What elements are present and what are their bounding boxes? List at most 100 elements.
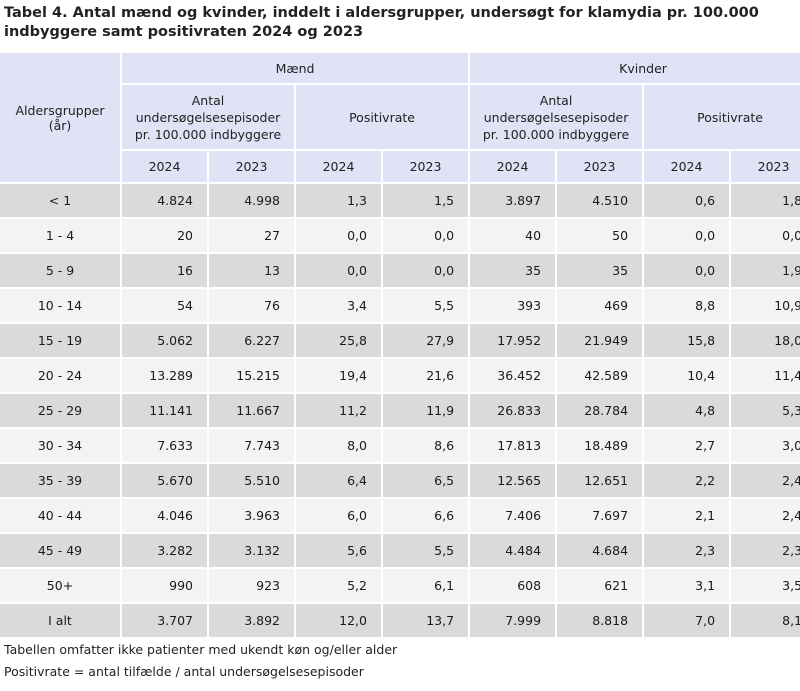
value-cell: 3.963 [209,499,294,532]
women-header: Kvinder [470,53,800,83]
value-cell: 4.484 [470,534,556,567]
value-cell: 40 [470,219,556,252]
value-cell: 13 [209,254,294,287]
value-cell: 5.670 [122,464,207,497]
table-row: 50+ 990 923 5,2 6,1 608 621 3,1 3,5 [0,569,800,602]
value-cell: 25,8 [296,324,381,357]
value-cell: 3.132 [209,534,294,567]
value-cell: 3.892 [209,604,294,637]
value-cell: 6,0 [296,499,381,532]
value-cell: 923 [209,569,294,602]
value-cell: 2,3 [731,534,800,567]
value-cell: 28.784 [557,394,643,427]
table-row: 10 - 14 54 76 3,4 5,5 393 469 8,8 10,9 [0,289,800,322]
value-cell: 8,6 [383,429,469,462]
value-cell: 2,4 [731,499,800,532]
value-cell: 15.215 [209,359,294,392]
value-cell: 8.818 [557,604,643,637]
table-row: 25 - 29 11.141 11.667 11,2 11,9 26.833 28.784 4… [0,394,800,427]
value-cell: 11,4 [731,359,800,392]
value-cell: 4.998 [209,184,294,217]
value-cell: 0,0 [296,219,381,252]
value-cell: 11,9 [383,394,469,427]
value-cell: 8,0 [296,429,381,462]
value-cell: 18.489 [557,429,643,462]
year-header: 2023 [557,151,643,182]
value-cell: 3,1 [644,569,730,602]
value-cell: 8,8 [644,289,730,322]
value-cell: 12,0 [296,604,381,637]
value-cell: 3,0 [731,429,800,462]
women-rate-header: Positivrate [644,85,800,149]
value-cell: 2,7 [644,429,730,462]
men-header: Mænd [122,53,469,83]
value-cell: 5,3 [731,394,800,427]
table-row: 40 - 44 4.046 3.963 6,0 6,6 7.406 7.697 2,1 2,4 [0,499,800,532]
age-group-cell: 30 - 34 [0,429,120,462]
value-cell: 4.046 [122,499,207,532]
value-cell: 10,4 [644,359,730,392]
value-cell: 27 [209,219,294,252]
value-cell: 54 [122,289,207,322]
value-cell: 4.824 [122,184,207,217]
value-cell: 3.897 [470,184,556,217]
value-cell: 0,0 [383,254,469,287]
value-cell: 1,5 [383,184,469,217]
age-group-cell: 45 - 49 [0,534,120,567]
value-cell: 7.743 [209,429,294,462]
value-cell: 8,1 [731,604,800,637]
value-cell: 42.589 [557,359,643,392]
footnote: Positivrate = antal tilfælde / antal und… [4,664,364,679]
value-cell: 608 [470,569,556,602]
value-cell: 12.651 [557,464,643,497]
value-cell: 17.952 [470,324,556,357]
age-group-cell: < 1 [0,184,120,217]
age-group-cell: 35 - 39 [0,464,120,497]
value-cell: 17.813 [470,429,556,462]
value-cell: 7.406 [470,499,556,532]
value-cell: 15,8 [644,324,730,357]
value-cell: 35 [557,254,643,287]
value-cell: 5,5 [383,289,469,322]
value-cell: 7.633 [122,429,207,462]
table-row: < 1 4.824 4.998 1,3 1,5 3.897 4.510 0,6 1,8 [0,184,800,217]
value-cell: 10,9 [731,289,800,322]
value-cell: 1,9 [731,254,800,287]
value-cell: 13,7 [383,604,469,637]
value-cell: 7.999 [470,604,556,637]
value-cell: 0,0 [731,219,800,252]
age-group-cell: 1 - 4 [0,219,120,252]
value-cell: 2,1 [644,499,730,532]
men-count-header: Antal undersøgelsesepisoder pr. 100.000 … [122,85,294,149]
value-cell: 0,0 [644,219,730,252]
value-cell: 4.510 [557,184,643,217]
value-cell: 5.510 [209,464,294,497]
table-row: 1 - 4 20 27 0,0 0,0 40 50 0,0 0,0 [0,219,800,252]
value-cell: 76 [209,289,294,322]
value-cell: 7.697 [557,499,643,532]
value-cell: 2,2 [644,464,730,497]
value-cell: 0,0 [296,254,381,287]
value-cell: 469 [557,289,643,322]
value-cell: 5,5 [383,534,469,567]
value-cell: 11,2 [296,394,381,427]
value-cell: 5,2 [296,569,381,602]
value-cell: 27,9 [383,324,469,357]
value-cell: 21,6 [383,359,469,392]
value-cell: 6,1 [383,569,469,602]
value-cell: 5,6 [296,534,381,567]
age-group-cell: 50+ [0,569,120,602]
value-cell: 6,6 [383,499,469,532]
table-title: Tabel 4. Antal mænd og kvinder, inddelt … [4,5,759,40]
value-cell: 0,0 [383,219,469,252]
age-group-cell: 5 - 9 [0,254,120,287]
age-group-cell: I alt [0,604,120,637]
value-cell: 2,3 [644,534,730,567]
age-group-cell: 40 - 44 [0,499,120,532]
year-header: 2023 [731,151,800,182]
year-header: 2023 [383,151,469,182]
age-group-header: Aldersgrupper (år) [0,53,120,182]
value-cell: 11.141 [122,394,207,427]
women-count-header: Antal undersøgelsesepisoder pr. 100.000 … [470,85,643,149]
value-cell: 16 [122,254,207,287]
